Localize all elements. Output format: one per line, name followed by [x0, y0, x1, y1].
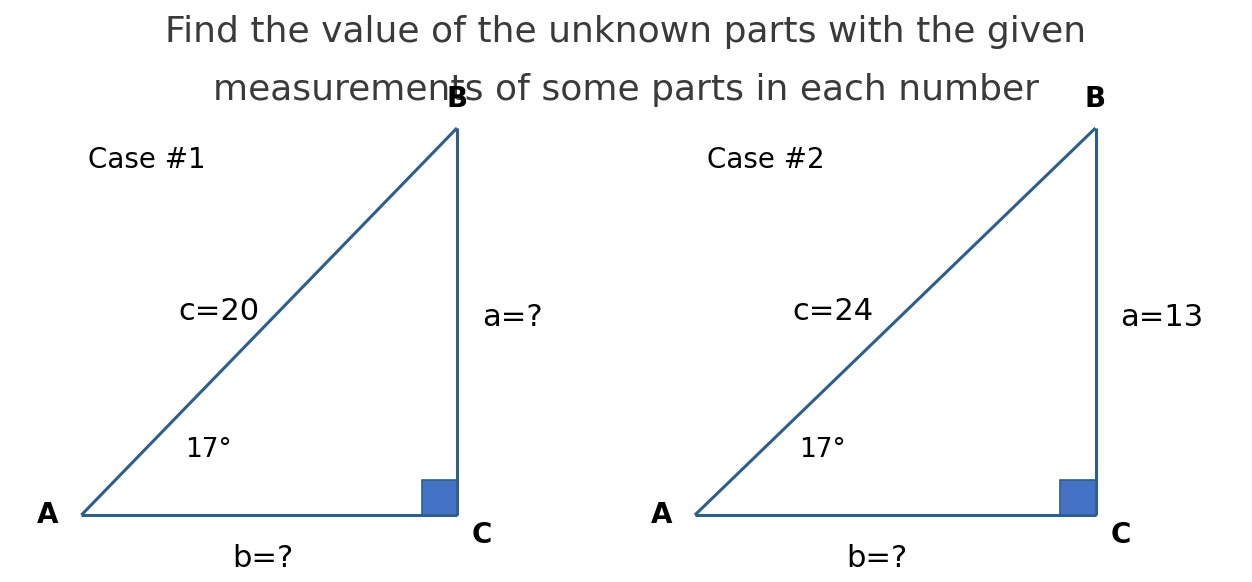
- Text: 17°: 17°: [185, 436, 232, 463]
- Text: a=13: a=13: [1121, 303, 1203, 332]
- Text: Case #2: Case #2: [707, 146, 825, 173]
- Text: Case #1: Case #1: [88, 146, 205, 173]
- Text: measurements of some parts in each number: measurements of some parts in each numbe…: [213, 73, 1039, 107]
- Text: 17°: 17°: [799, 436, 845, 463]
- Text: A: A: [38, 501, 59, 529]
- Text: B: B: [447, 86, 467, 113]
- Text: c=20: c=20: [179, 297, 259, 326]
- Text: Find the value of the unknown parts with the given: Find the value of the unknown parts with…: [165, 15, 1087, 48]
- Text: C: C: [1111, 521, 1131, 549]
- Text: A: A: [651, 501, 672, 529]
- Text: b=?: b=?: [233, 544, 293, 573]
- Bar: [1060, 480, 1096, 515]
- Text: B: B: [1085, 86, 1106, 113]
- Bar: [422, 480, 457, 515]
- Text: a=?: a=?: [482, 303, 542, 332]
- Text: C: C: [472, 521, 492, 549]
- Text: b=?: b=?: [846, 544, 906, 573]
- Text: c=24: c=24: [793, 297, 873, 326]
